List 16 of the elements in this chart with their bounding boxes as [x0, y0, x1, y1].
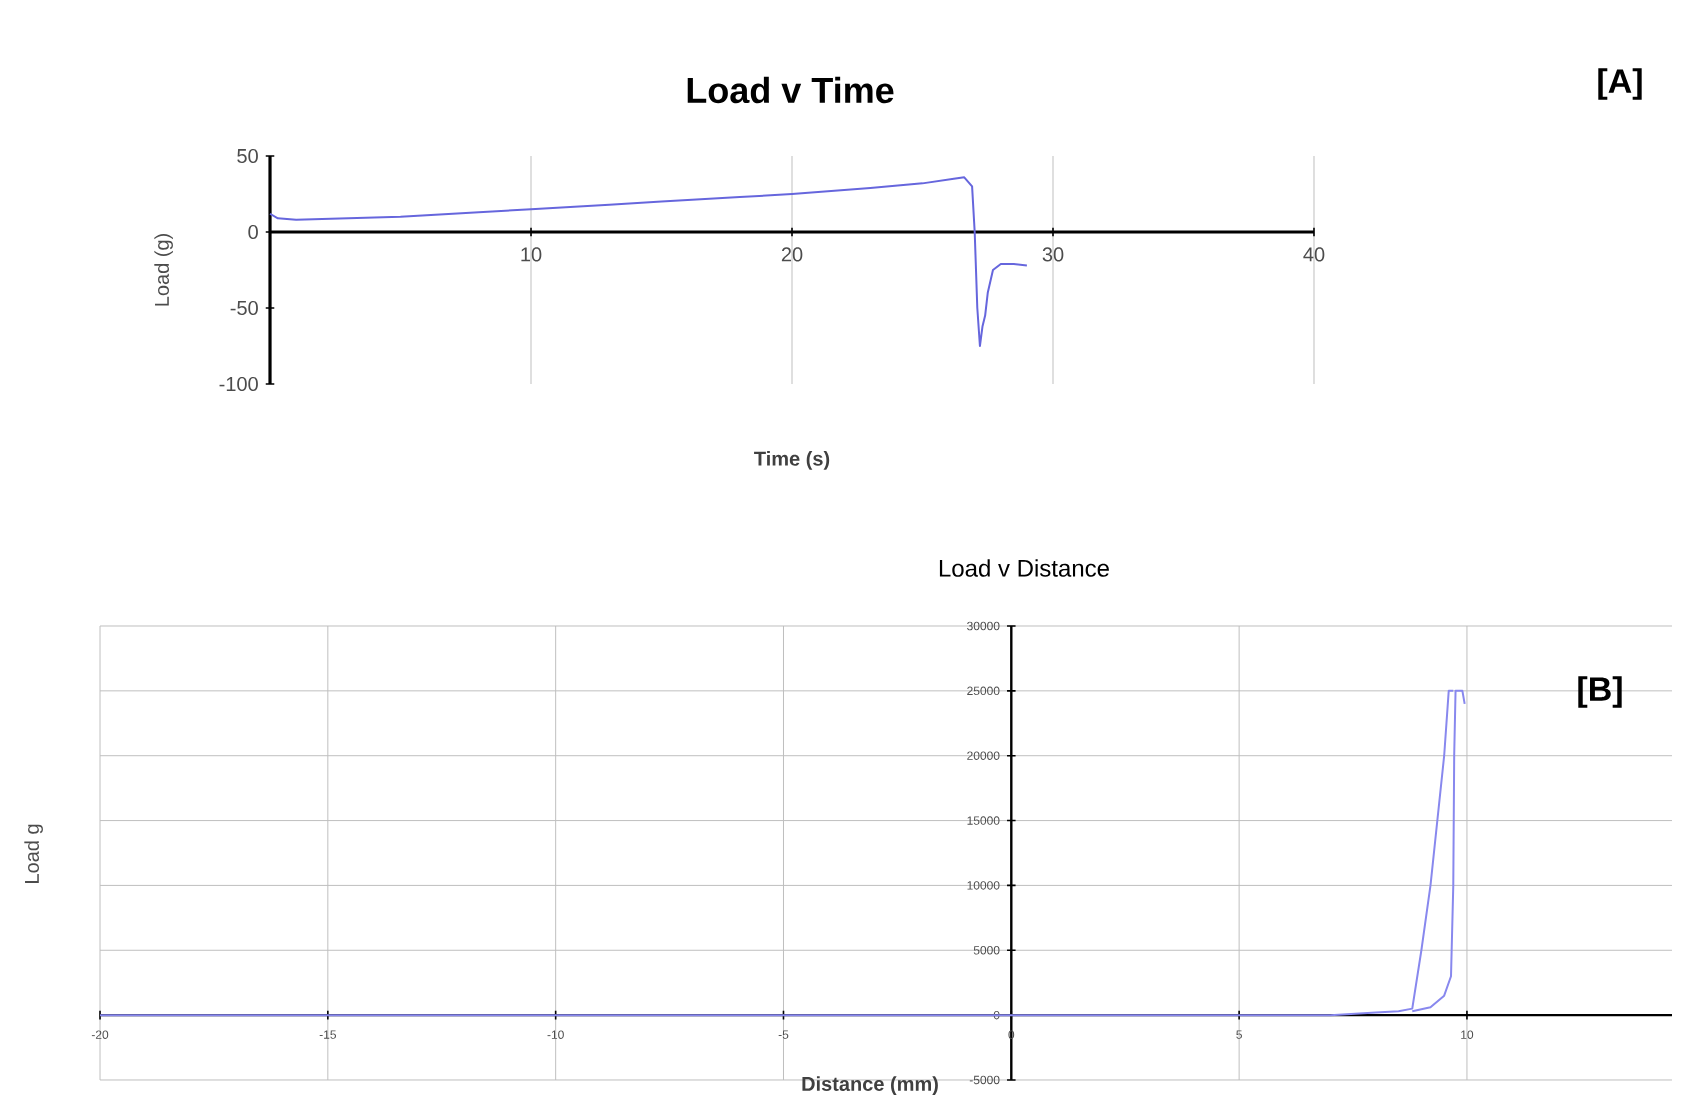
y-tick-label: -50	[230, 300, 258, 316]
y-tick-label: 0	[248, 224, 258, 240]
x-axis-title: Distance (mm)	[802, 1076, 938, 1095]
x-tick-label: 20	[781, 247, 803, 262]
x-axis-title: Time (s)	[754, 451, 830, 470]
x-tick-label: 30	[1042, 247, 1064, 262]
y-tick-label: 50	[237, 148, 258, 164]
y-axis-title: Load g	[24, 824, 43, 883]
annotation: [B]	[1578, 676, 1622, 708]
chart-title: Load v Time	[687, 76, 894, 104]
text: [A]	[1598, 68, 1642, 100]
y-tick-label: -100	[219, 376, 258, 392]
y-axis-title: Load (g)	[154, 234, 173, 306]
x-tick-label: 10	[521, 247, 542, 262]
x-tick-label: 40	[1303, 247, 1325, 262]
chart-title: Load v Distance	[939, 559, 1109, 577]
